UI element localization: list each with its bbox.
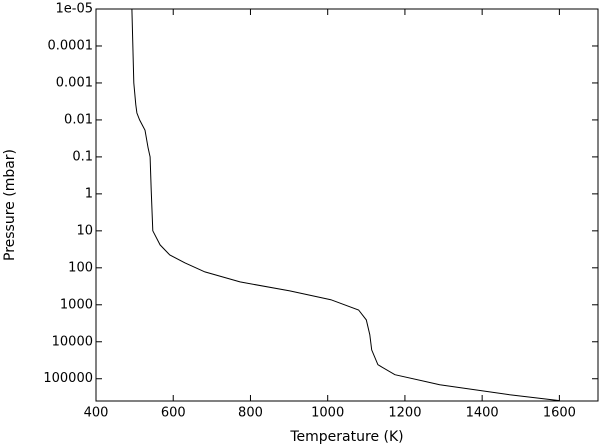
x-tick-label: 1000: [311, 406, 344, 421]
profile-line: [131, 8, 560, 402]
y-tick-label: 0.0001: [48, 38, 94, 53]
y-tick-label: 0.001: [56, 75, 93, 90]
x-tick-label: 1200: [388, 406, 421, 421]
x-tick-label: 800: [238, 406, 263, 421]
plot-frame: [95, 8, 599, 402]
y-tick-label: 1e-05: [55, 2, 93, 17]
x-tick-label: 1400: [466, 406, 499, 421]
y-tick-label: 1: [85, 186, 93, 201]
y-tick-label: 100000: [43, 371, 93, 386]
y-tick-label: 100: [68, 260, 93, 275]
x-tick-label: 600: [161, 406, 186, 421]
y-axis-title: Pressure (mbar): [2, 149, 18, 261]
y-tick-label: 10: [76, 223, 93, 238]
y-tick-label: 10000: [52, 334, 93, 349]
x-tick-label: 400: [84, 406, 109, 421]
x-tick-label: 1600: [543, 406, 576, 421]
y-tick-label: 1000: [60, 297, 93, 312]
y-tick-label: 0.01: [64, 112, 93, 127]
y-tick-label: 0.1: [72, 149, 93, 164]
x-axis-title: Temperature (K): [289, 429, 403, 445]
